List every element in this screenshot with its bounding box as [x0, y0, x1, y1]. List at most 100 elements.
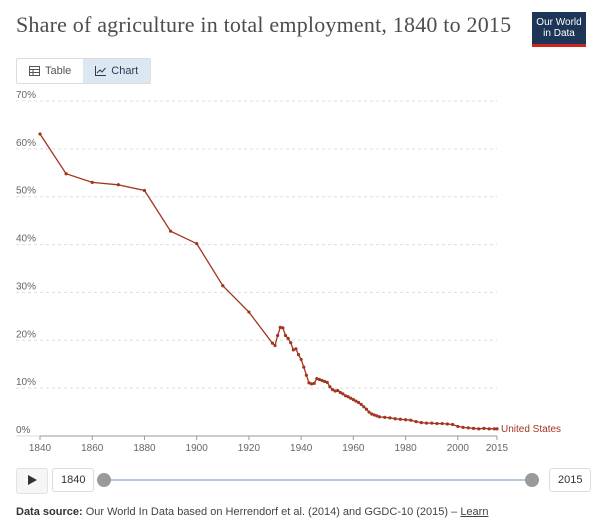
data-point [247, 310, 251, 314]
data-point [304, 373, 308, 377]
data-point [435, 421, 439, 426]
data-point [346, 395, 350, 399]
tab-table[interactable]: Table [17, 59, 83, 83]
data-point [168, 229, 173, 233]
data-source: Data source: Our World In Data based on … [16, 506, 488, 518]
play-button[interactable] [16, 468, 48, 494]
x-tick-label: 2000 [447, 443, 470, 454]
data-point [273, 343, 277, 348]
source-text: Our World In Data based on Herrendorf et… [85, 506, 458, 518]
data-point [294, 347, 298, 351]
data-point [383, 415, 387, 419]
timeline-start-year[interactable]: 1840 [52, 468, 95, 492]
line-chart: 0% 10% 20% 30% 40% 50% 60% 70% 1840 1860 1880 1900 1… [16, 90, 561, 454]
x-tick-label: 1980 [394, 443, 417, 454]
data-point [362, 405, 366, 409]
data-point [354, 399, 358, 403]
data-point [330, 387, 335, 392]
data-point [278, 325, 282, 329]
x-tick-label: 1860 [81, 443, 104, 454]
data-point [336, 388, 340, 393]
timeline: 1840 2015 [16, 468, 592, 494]
data-point [424, 421, 429, 425]
data-point [471, 426, 476, 430]
data-point [221, 284, 225, 288]
line-chart-icon [95, 66, 107, 76]
table-icon [29, 66, 40, 76]
y-tick-label: 60% [16, 138, 36, 149]
data-point [404, 418, 408, 422]
data-point [302, 365, 306, 369]
timeline-track[interactable] [104, 479, 532, 481]
data-point [315, 376, 319, 381]
timeline-end-handle[interactable] [525, 473, 539, 487]
data-point [299, 357, 303, 362]
chart-title: Share of agriculture in total employment… [16, 12, 512, 37]
x-tick-label: 1940 [290, 443, 313, 454]
y-tick-label: 0% [16, 425, 31, 436]
learn-more-link[interactable]: Learn [460, 506, 489, 518]
data-point [461, 425, 465, 429]
owid-logo[interactable]: Our World in Data [532, 12, 586, 47]
data-point [281, 326, 285, 330]
data-point [372, 413, 376, 417]
data-point [477, 427, 481, 431]
tab-chart[interactable]: Chart [83, 59, 151, 83]
data-point [296, 353, 301, 357]
timeline-start-handle[interactable] [97, 473, 111, 487]
data-point [349, 396, 353, 400]
data-point [116, 183, 120, 187]
data-point [276, 333, 280, 338]
data-point [456, 424, 460, 429]
data-point [289, 341, 293, 345]
data-point [312, 381, 316, 385]
data-point [451, 422, 455, 427]
data-point [325, 380, 329, 384]
tab-table-label: Table [45, 65, 72, 77]
data-point [307, 381, 311, 385]
data-point [64, 172, 68, 176]
y-tick-label: 20% [16, 329, 36, 340]
y-tick-label: 40% [16, 234, 36, 245]
y-tick-label: 50% [16, 186, 36, 197]
data-point [482, 426, 486, 430]
source-label: Data source: [16, 506, 83, 518]
data-point [370, 412, 374, 416]
data-point [343, 394, 348, 398]
x-tick-label: 1960 [342, 443, 365, 454]
play-icon [27, 472, 37, 490]
data-point [341, 392, 345, 396]
data-point [317, 377, 322, 382]
logo-line-2: in Data [543, 28, 575, 39]
x-tick-label: 1920 [238, 443, 261, 454]
data-point [409, 418, 413, 422]
data-point [286, 336, 290, 340]
data-point [38, 132, 42, 136]
y-tick-label: 30% [16, 281, 36, 292]
data-point [398, 417, 402, 421]
data-point [466, 426, 470, 430]
data-point [495, 427, 499, 431]
data-point [388, 416, 392, 420]
data-point [430, 421, 434, 425]
data-point [90, 180, 94, 184]
series-label-united-states: United States [501, 424, 561, 435]
data-point [419, 421, 423, 425]
data-point [364, 407, 369, 411]
data-point [375, 414, 379, 418]
data-point [142, 188, 147, 193]
data-point [414, 420, 418, 424]
data-point [323, 379, 327, 384]
data-point [309, 382, 314, 386]
data-point [338, 390, 342, 395]
data-point [359, 402, 363, 407]
x-tick-label: 1900 [186, 443, 209, 454]
data-point [270, 341, 275, 345]
x-tick-label: 2015 [486, 443, 509, 454]
data-point [393, 417, 397, 421]
data-point [283, 333, 288, 338]
data-point [356, 400, 361, 405]
view-tabs: Table Chart [16, 58, 152, 84]
data-point [291, 348, 295, 352]
timeline-end-year[interactable]: 2015 [549, 468, 592, 492]
